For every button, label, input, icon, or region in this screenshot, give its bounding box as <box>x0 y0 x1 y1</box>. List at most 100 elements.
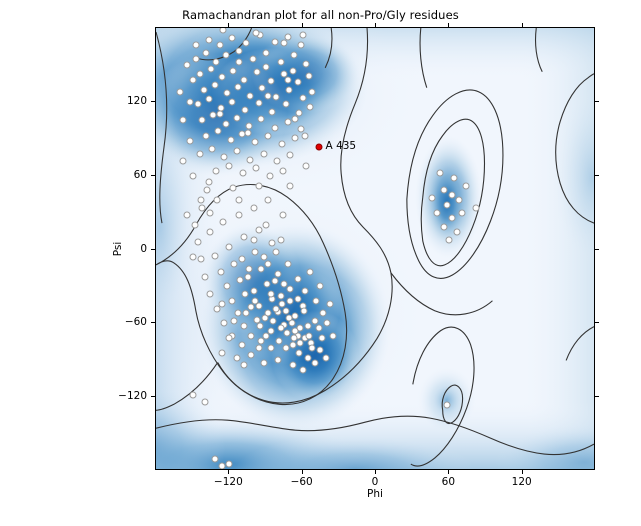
scatter-point <box>216 110 224 118</box>
scatter-point <box>198 204 206 212</box>
y-axis-label: Psi <box>112 241 124 256</box>
scatter-point <box>277 236 285 244</box>
plot-area[interactable]: A 435 <box>155 27 595 470</box>
scatter-point <box>217 268 225 276</box>
scatter-point <box>257 265 265 273</box>
scatter-point <box>228 34 236 42</box>
scatter-point <box>242 309 250 317</box>
scatter-point <box>233 147 241 155</box>
scatter-point <box>206 290 214 298</box>
scatter-point <box>296 339 304 347</box>
scatter-point <box>316 282 324 290</box>
scatter-point <box>443 401 451 409</box>
scatter-point <box>315 324 323 332</box>
scatter-point <box>443 201 451 209</box>
x-tick-mark <box>375 470 376 474</box>
y-tick-mark <box>151 174 155 176</box>
scatter-point <box>234 83 242 91</box>
scatter-point <box>455 196 463 204</box>
scatter-point <box>458 209 466 217</box>
scatter-point <box>284 260 292 268</box>
scatter-point <box>240 233 248 241</box>
scatter-point <box>291 327 299 335</box>
scatter-point <box>285 314 293 322</box>
scatter-point <box>205 178 213 186</box>
scatter-point <box>219 28 227 34</box>
scatter-points <box>156 28 594 469</box>
scatter-point <box>282 307 290 315</box>
y-tick-mark-right <box>595 322 599 324</box>
scatter-point <box>257 115 265 123</box>
scatter-point <box>183 211 191 219</box>
scatter-point <box>272 93 280 101</box>
x-tick-label: −120 <box>213 476 243 488</box>
scatter-point <box>214 127 222 135</box>
scatter-point <box>250 204 258 212</box>
scatter-point <box>251 248 259 256</box>
scatter-point <box>218 462 226 469</box>
scatter-point <box>222 51 230 59</box>
scatter-point <box>247 332 255 340</box>
y-tick-label: 120 <box>126 94 147 107</box>
scatter-point <box>266 172 274 180</box>
scatter-point <box>260 359 268 367</box>
scatter-point <box>225 460 233 468</box>
scatter-point <box>201 398 209 406</box>
scatter-point <box>264 132 272 140</box>
page-title: Ramachandran plot for all non-Pro/Gly re… <box>182 8 459 22</box>
scatter-point <box>305 72 313 80</box>
scatter-point <box>274 270 282 278</box>
scatter-point <box>272 248 280 256</box>
scatter-point <box>279 167 287 175</box>
scatter-point <box>233 114 241 122</box>
scatter-point <box>256 322 264 330</box>
scatter-point <box>211 252 219 260</box>
scatter-point <box>440 186 448 194</box>
scatter-point <box>189 391 197 399</box>
scatter-point <box>192 55 200 63</box>
scatter-point <box>311 359 319 367</box>
scatter-point <box>294 78 302 86</box>
scatter-point <box>249 55 257 63</box>
x-tick-mark <box>521 470 523 474</box>
scatter-point <box>267 327 275 335</box>
scatter-point <box>227 136 235 144</box>
x-tick-mark <box>228 470 230 474</box>
scatter-point <box>244 273 252 281</box>
scatter-point <box>196 70 204 78</box>
scatter-point <box>286 151 294 159</box>
x-tick-mark-top <box>375 23 376 27</box>
highlighted-residue-marker[interactable] <box>315 143 323 151</box>
scatter-point <box>277 292 285 300</box>
scatter-point <box>264 92 272 100</box>
scatter-point <box>250 287 258 295</box>
highlighted-residue-label: A 435 <box>325 140 357 153</box>
x-tick-label: 120 <box>511 476 532 488</box>
scatter-point <box>299 31 307 39</box>
scatter-point <box>273 157 281 165</box>
scatter-point <box>289 361 297 369</box>
scatter-point <box>208 145 216 153</box>
scatter-point <box>428 194 436 202</box>
scatter-point <box>202 132 210 140</box>
x-axis-label: Phi <box>367 488 383 500</box>
scatter-point <box>262 332 270 340</box>
scatter-point <box>203 186 211 194</box>
scatter-point <box>277 58 285 66</box>
scatter-point <box>472 204 480 212</box>
scatter-point <box>186 98 194 106</box>
scatter-point <box>271 124 279 132</box>
scatter-point <box>225 162 233 170</box>
scatter-point <box>302 60 310 68</box>
scatter-point <box>453 228 461 236</box>
scatter-point <box>250 236 258 244</box>
scatter-point <box>267 344 275 352</box>
scatter-point <box>218 73 226 81</box>
scatter-point <box>216 41 224 49</box>
scatter-point <box>260 150 268 158</box>
scatter-point <box>252 29 260 37</box>
scatter-point <box>251 138 259 146</box>
scatter-point <box>260 253 268 261</box>
scatter-point <box>194 100 202 108</box>
